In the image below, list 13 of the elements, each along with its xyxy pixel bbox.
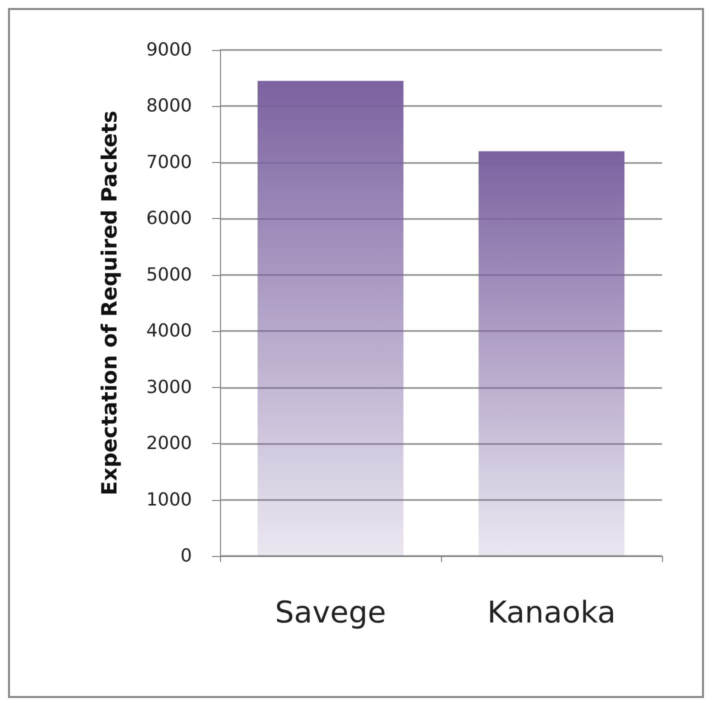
y-tick-label: 2000 (146, 433, 192, 454)
y-tick-label: 5000 (146, 264, 192, 286)
y-tick-label: 7000 (146, 152, 192, 173)
y-tick-label: 0 (180, 546, 192, 566)
y-tick-label: 3000 (146, 376, 192, 398)
y-tick-label: 4000 (146, 320, 192, 342)
x-tick-label: Savege (274, 596, 386, 630)
y-tick-label: 8000 (146, 96, 192, 117)
y-axis-title: Expectation of Required Packets (98, 110, 122, 496)
y-tick-label: 9000 (146, 40, 192, 60)
y-tick-label: 6000 (146, 208, 192, 230)
y-tick-label: 1000 (146, 489, 192, 510)
x-tick-label: Kanaoka (487, 596, 616, 630)
